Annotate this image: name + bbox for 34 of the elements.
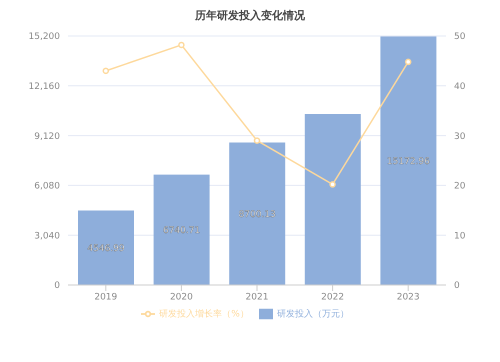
bar (78, 210, 134, 285)
bar (380, 36, 436, 285)
y-tick-label: 6,080 (34, 182, 60, 192)
y-tick-label: 15,200 (28, 32, 60, 42)
x-tick-label: 2019 (94, 292, 118, 302)
y2-tick-label: 30 (454, 132, 466, 142)
data-label: 4546.99 (87, 244, 125, 254)
data-label: 15172.96 (386, 156, 430, 167)
chart-title: 历年研发投入变化情况 (194, 8, 306, 24)
y2-tick-label: 10 (454, 231, 466, 242)
x-tick-label: 2023 (396, 292, 420, 302)
y2-tick-label: 50 (454, 32, 466, 42)
x-tick-label: 2020 (170, 292, 194, 302)
data-label: 6740.71 (162, 226, 200, 236)
point (102, 68, 110, 74)
legend-label: 研发投入（万元） (276, 309, 349, 320)
y2-tick-label: 20 (454, 182, 466, 192)
point (178, 42, 185, 48)
legend-label: 研发投入增长率（%） (159, 309, 249, 320)
x-tick-label: 2022 (321, 292, 344, 302)
point (404, 58, 412, 66)
point (254, 137, 260, 144)
data-label: 8700.13 (238, 210, 276, 220)
bar (154, 174, 210, 285)
y2-tick-label: 40 (454, 82, 466, 92)
bar (229, 142, 286, 285)
bar (304, 114, 361, 285)
y-tick-label: 3,040 (34, 231, 60, 242)
y2-tick-label: 0 (454, 281, 460, 292)
y-tick-label: 0 (54, 281, 60, 292)
y-tick-label: 9,120 (34, 132, 60, 142)
y-tick-label: 12,160 (28, 82, 60, 92)
point (329, 181, 336, 188)
x-tick-label: 2021 (246, 292, 268, 302)
